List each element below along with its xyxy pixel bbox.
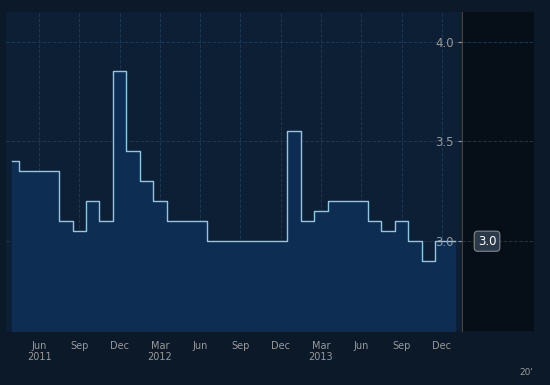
- Text: 3.0: 3.0: [478, 235, 496, 248]
- Text: 20': 20': [520, 368, 534, 377]
